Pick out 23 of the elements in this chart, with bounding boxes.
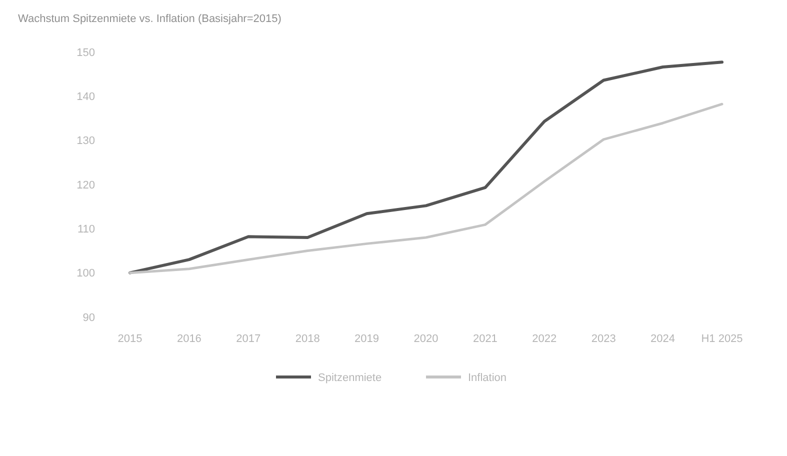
x-tick-label: 2015 <box>118 333 142 345</box>
x-tick-label: 2023 <box>591 333 616 345</box>
x-tick-label: 2019 <box>354 333 380 345</box>
x-tick-label: 2016 <box>176 333 202 345</box>
chart-title: Wachstum Spitzenmiete vs. Inflation (Basisjahr=2015) <box>18 13 282 25</box>
y-tick-label: 110 <box>77 224 95 236</box>
line-series <box>128 102 724 274</box>
y-tick-label: 100 <box>76 268 95 280</box>
line-series <box>128 60 724 274</box>
x-tick-label: 2018 <box>295 333 320 345</box>
y-tick-label: 130 <box>76 135 95 148</box>
legend-label: Inflation <box>468 372 507 384</box>
y-tick-label: 150 <box>76 46 95 59</box>
legend-label: Spitzenmiete <box>318 372 382 384</box>
x-tick-label: 2022 <box>532 333 557 345</box>
x-tick-label: H1 2025 <box>701 333 743 345</box>
y-tick-label: 120 <box>76 179 95 192</box>
y-tick-label: 140 <box>76 91 95 104</box>
x-tick-label: 2020 <box>414 333 438 345</box>
x-tick-label: 2017 <box>236 333 261 345</box>
x-tick-label: 2021 <box>472 333 498 345</box>
y-tick-label: 90 <box>82 312 95 324</box>
x-tick-label: 2024 <box>650 333 676 345</box>
